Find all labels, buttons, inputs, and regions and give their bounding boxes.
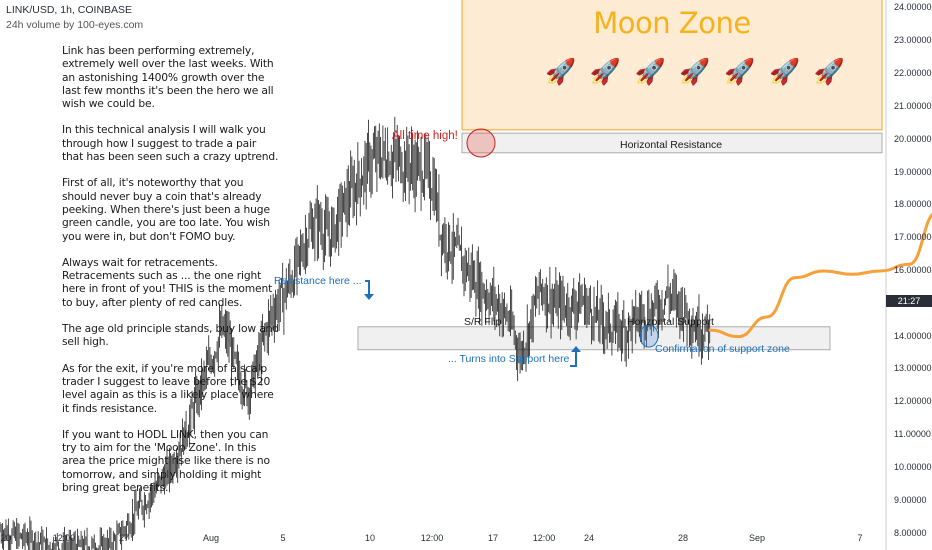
- date-tick-label: 5: [280, 533, 286, 543]
- price-tick-label: 10.00000: [894, 461, 932, 472]
- rocket-row: 🚀 🚀 🚀 🚀 🚀 🚀 🚀: [545, 58, 845, 87]
- price-tick-label: 24.00000: [894, 2, 932, 13]
- confirmation-circle: [639, 324, 659, 348]
- price-tick-label: 14.00000: [894, 330, 932, 341]
- support-arrow-line: [570, 350, 577, 367]
- date-tick-label: 27: [118, 533, 130, 543]
- date-tick-label: 20: [0, 533, 12, 543]
- moon-zone-title: Moon Zone: [593, 6, 751, 40]
- date-tick-label: 17: [487, 533, 499, 543]
- support-arrowhead: [571, 346, 581, 352]
- date-tick-label: 24: [583, 533, 595, 543]
- date-tick-label: Aug: [202, 533, 220, 543]
- rocket-icon: 🚀: [813, 58, 845, 86]
- price-tick-label: 9.00000: [894, 494, 927, 505]
- price-tick-label: 13.00000: [894, 363, 932, 374]
- analysis-notes: Link has been performing extremely, extr…: [62, 44, 280, 507]
- price-tick-label: 21.00000: [894, 100, 932, 111]
- horizontal-resistance-label: Horizontal Resistance: [620, 139, 723, 151]
- rocket-icon: 🚀: [589, 58, 621, 86]
- confirmation-label: Confirmation of support zone: [655, 343, 790, 355]
- price-tick-label: 19.00000: [894, 166, 932, 177]
- moon-zone-box: [461, 0, 883, 131]
- horizontal-resistance-zone: [461, 132, 883, 154]
- note-paragraph: Always wait for retracements. Retracemen…: [62, 255, 273, 309]
- note-paragraph: In this technical analysis I will walk y…: [62, 123, 279, 164]
- sr-flip-label: S/R Flip: [464, 316, 502, 328]
- date-tick-label: 28: [677, 533, 689, 543]
- resistance-here-label: Resistance here ...: [274, 275, 362, 287]
- projection-path: [708, 212, 932, 339]
- rocket-icon: 🚀: [724, 58, 756, 86]
- price-tick-label: 11.00000: [894, 429, 931, 440]
- all-time-high-label: All time high!: [392, 130, 458, 142]
- rocket-icon: 🚀: [634, 58, 666, 86]
- horizontal-support-label: Horizontal Support: [627, 316, 714, 328]
- note-paragraph: As for the exit, if you're more of a sca…: [62, 361, 274, 415]
- date-tick-label: 12:00: [52, 533, 76, 543]
- date-tick-label: 12:00: [532, 533, 556, 543]
- price-tick-label: 8.00000: [894, 527, 927, 538]
- price-tick-label: 16.00000: [894, 265, 932, 275]
- price-tick-label: 18.00000: [894, 199, 932, 210]
- note-paragraph: Link has been performing extremely, extr…: [62, 44, 274, 111]
- price-tick-label: 23.00000: [894, 35, 932, 46]
- price-tick-label: 12.00000: [894, 396, 932, 407]
- date-tick-label: 12:00: [420, 533, 444, 543]
- date-tick-label: Sep: [748, 533, 766, 543]
- all-time-high-circle: [466, 128, 496, 158]
- turns-into-support-label: ... Turns into Support here: [448, 353, 570, 365]
- rocket-icon: 🚀: [545, 58, 577, 86]
- volume-note: 24h volume by 100-eyes.com: [6, 19, 144, 31]
- date-tick-label: 7: [857, 533, 863, 543]
- symbol-header: LINK/USD, 1h, COINBASE: [6, 4, 133, 16]
- resistance-arrowhead: [364, 294, 374, 300]
- note-paragraph: If you want to HODL LINK, then you can t…: [62, 427, 270, 495]
- price-tick-label: 17.00000: [894, 232, 932, 243]
- date-tick-label: 10: [364, 533, 376, 543]
- rocket-icon: 🚀: [679, 58, 711, 86]
- price-tick-label: 20.00000: [894, 133, 932, 144]
- note-paragraph: First of all, it's noteworthy that you s…: [62, 176, 270, 243]
- current-price-badge: 21:27: [886, 295, 932, 307]
- note-paragraph: The age old principle stands, buy low an…: [62, 322, 279, 349]
- resistance-arrow-line: [365, 280, 370, 296]
- price-tick-label: 22.00000: [894, 68, 932, 79]
- rocket-icon: 🚀: [768, 58, 801, 86]
- candlestick-series: [0, 116, 711, 550]
